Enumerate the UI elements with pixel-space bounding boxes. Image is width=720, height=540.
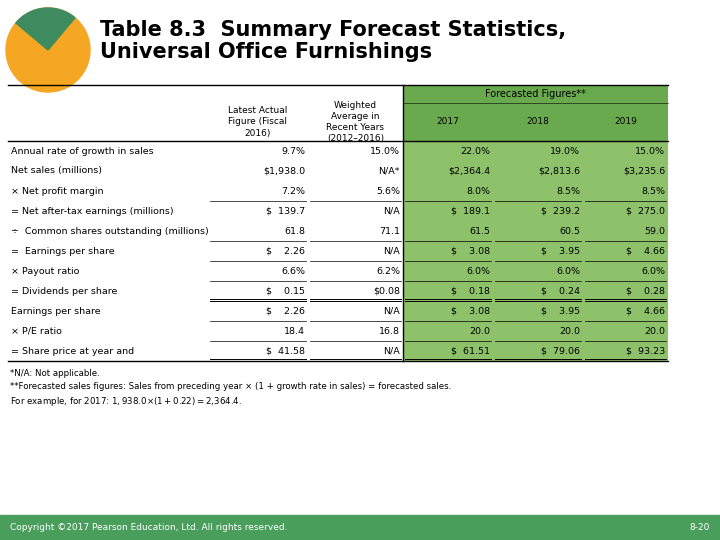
Text: 15.0%: 15.0%	[370, 146, 400, 156]
Text: $    0.24: $ 0.24	[541, 287, 580, 295]
Bar	[403, 85, 668, 103]
Text: $3,235.6: $3,235.6	[623, 166, 665, 176]
Text: $0.08: $0.08	[373, 287, 400, 295]
Text: = Dividends per share: = Dividends per share	[11, 287, 117, 295]
Bar	[0, 515, 720, 540]
Text: 20.0: 20.0	[559, 327, 580, 335]
Text: $    0.15: $ 0.15	[266, 287, 305, 295]
Text: = Net after-tax earnings (millions): = Net after-tax earnings (millions)	[11, 206, 174, 215]
Text: Earnings per share: Earnings per share	[11, 307, 101, 315]
Text: $  239.2: $ 239.2	[541, 206, 580, 215]
Text: 7.2%: 7.2%	[281, 186, 305, 195]
Text: 8.0%: 8.0%	[466, 186, 490, 195]
Wedge shape	[16, 8, 75, 50]
Text: $    4.66: $ 4.66	[626, 307, 665, 315]
Text: Copyright ©2017 Pearson Education, Ltd. All rights reserved.: Copyright ©2017 Pearson Education, Ltd. …	[10, 523, 287, 532]
Text: $    2.26: $ 2.26	[266, 246, 305, 255]
Text: 6.2%: 6.2%	[376, 267, 400, 275]
Text: × Payout ratio: × Payout ratio	[11, 267, 79, 275]
Text: = Share price at year and: = Share price at year and	[11, 347, 134, 355]
Text: $2,813.6: $2,813.6	[538, 166, 580, 176]
Text: 6.0%: 6.0%	[641, 267, 665, 275]
Text: 2018: 2018	[526, 118, 549, 126]
Text: $2,364.4: $2,364.4	[448, 166, 490, 176]
Text: Weighted
Average in
Recent Years
(2012–2016): Weighted Average in Recent Years (2012–2…	[326, 101, 384, 143]
Text: 6.0%: 6.0%	[556, 267, 580, 275]
Text: × P/E ratio: × P/E ratio	[11, 327, 62, 335]
Text: 2019: 2019	[614, 118, 637, 126]
Text: N/A: N/A	[383, 246, 400, 255]
Text: $  139.7: $ 139.7	[266, 206, 305, 215]
Text: $  93.23: $ 93.23	[626, 347, 665, 355]
Text: For example, for 2017: $1,938.0 × (1 + 0.22) = $2,364.4.: For example, for 2017: $1,938.0 × (1 + 0…	[10, 395, 242, 408]
Text: 18.4: 18.4	[284, 327, 305, 335]
Text: 20.0: 20.0	[469, 327, 490, 335]
Text: 22.0%: 22.0%	[460, 146, 490, 156]
Text: 16.8: 16.8	[379, 327, 400, 335]
Text: 71.1: 71.1	[379, 226, 400, 235]
Text: Annual rate of growth in sales: Annual rate of growth in sales	[11, 146, 153, 156]
Text: 61.8: 61.8	[284, 226, 305, 235]
Text: $    0.28: $ 0.28	[626, 287, 665, 295]
Text: Net sales (millions): Net sales (millions)	[11, 166, 102, 176]
Text: 8.5%: 8.5%	[641, 186, 665, 195]
Text: 5.6%: 5.6%	[376, 186, 400, 195]
Text: Table 8.3  Summary Forecast Statistics,: Table 8.3 Summary Forecast Statistics,	[100, 20, 566, 40]
Text: × Net profit margin: × Net profit margin	[11, 186, 104, 195]
Text: N/A: N/A	[383, 307, 400, 315]
Text: 2017: 2017	[436, 118, 459, 126]
Text: 60.5: 60.5	[559, 226, 580, 235]
Text: $  61.51: $ 61.51	[451, 347, 490, 355]
Text: 61.5: 61.5	[469, 226, 490, 235]
Text: N/A*: N/A*	[379, 166, 400, 176]
Text: $    3.08: $ 3.08	[451, 246, 490, 255]
Bar	[403, 141, 668, 361]
Text: $    2.26: $ 2.26	[266, 307, 305, 315]
Text: $  79.06: $ 79.06	[541, 347, 580, 355]
Text: $    3.95: $ 3.95	[541, 246, 580, 255]
Text: $    3.08: $ 3.08	[451, 307, 490, 315]
Text: $  189.1: $ 189.1	[451, 206, 490, 215]
Text: 6.6%: 6.6%	[281, 267, 305, 275]
Text: $    0.18: $ 0.18	[451, 287, 490, 295]
Text: $    3.95: $ 3.95	[541, 307, 580, 315]
Text: =  Earnings per share: = Earnings per share	[11, 246, 114, 255]
Text: 15.0%: 15.0%	[635, 146, 665, 156]
Text: $1,938.0: $1,938.0	[263, 166, 305, 176]
Text: ÷  Common shares outstanding (millions): ÷ Common shares outstanding (millions)	[11, 226, 209, 235]
Circle shape	[6, 8, 90, 92]
Text: 8-20: 8-20	[690, 523, 710, 532]
Bar	[403, 103, 668, 141]
Text: 59.0: 59.0	[644, 226, 665, 235]
Text: $    4.66: $ 4.66	[626, 246, 665, 255]
Text: 6.0%: 6.0%	[466, 267, 490, 275]
Text: Universal Office Furnishings: Universal Office Furnishings	[100, 42, 432, 62]
Text: $  275.0: $ 275.0	[626, 206, 665, 215]
Text: *N/A: Not applicable.: *N/A: Not applicable.	[10, 369, 100, 378]
Text: Forecasted Figures**: Forecasted Figures**	[485, 89, 586, 99]
Text: $  41.58: $ 41.58	[266, 347, 305, 355]
Text: **Forecasted sales figures: Sales from preceding year × (1 + growth rate in sale: **Forecasted sales figures: Sales from p…	[10, 382, 451, 391]
Text: 9.7%: 9.7%	[281, 146, 305, 156]
Text: 19.0%: 19.0%	[550, 146, 580, 156]
Text: Latest Actual
Figure (Fiscal
2016): Latest Actual Figure (Fiscal 2016)	[228, 106, 288, 138]
Text: 20.0: 20.0	[644, 327, 665, 335]
Text: N/A: N/A	[383, 347, 400, 355]
Text: 8.5%: 8.5%	[556, 186, 580, 195]
Text: N/A: N/A	[383, 206, 400, 215]
